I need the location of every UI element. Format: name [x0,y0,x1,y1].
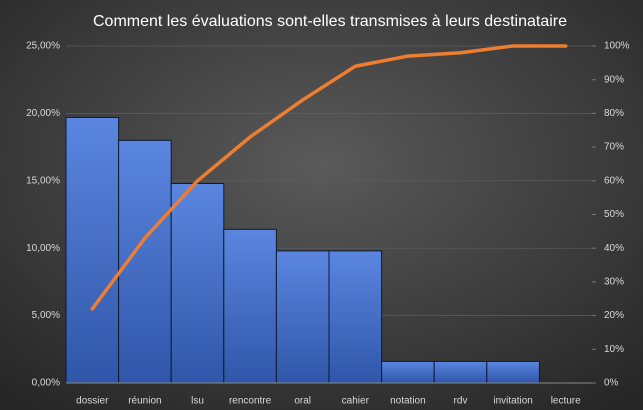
y2-tick-label: 80% [604,108,624,119]
x-tick-label: oral [294,396,311,407]
y2-tick-label: 10% [604,344,624,355]
x-tick-label: cahier [342,396,370,407]
bar [223,228,277,384]
y-tick-label: 10,00% [26,243,60,254]
bar [433,360,488,384]
y2-tick-label: 90% [604,74,624,85]
chart-title: Comment les évaluations sont-elles trans… [93,13,567,30]
bar [486,360,540,384]
y2-tick-label: 40% [604,243,624,254]
y2-tick-label: 100% [604,41,630,52]
bar [328,250,383,384]
y2-tick-label: 30% [604,277,624,288]
y-tick-label: 15,00% [26,175,60,186]
x-tick-label: notation [390,396,426,407]
x-tick-label: lsu [191,396,204,407]
y-tick-label: 25,00% [26,41,60,52]
x-tick-label: lecture [551,396,581,407]
y-tick-label: 20,00% [26,108,60,119]
x-tick-label: rdv [454,396,468,407]
y2-tick-label: 50% [604,209,624,220]
bar [170,182,225,384]
x-tick-label: rencontre [229,396,272,407]
x-tick-label: invitation [493,396,532,407]
x-tick-label: dossier [76,396,109,407]
y2-tick-label: 0% [604,378,619,389]
y2-tick-label: 20% [604,310,624,321]
y2-tick-label: 60% [604,175,624,186]
bar [65,116,120,384]
y-tick-label: 0,00% [32,378,60,389]
y2-tick-label: 70% [604,142,624,153]
bar [275,250,330,384]
x-tick-label: réunion [128,396,161,407]
y-tick-label: 5,00% [32,310,60,321]
cumulative-line [90,44,568,311]
bar [381,360,435,384]
